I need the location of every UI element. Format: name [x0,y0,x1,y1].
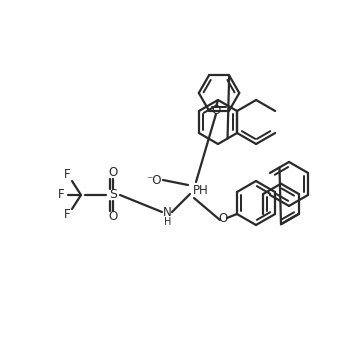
Text: O: O [211,105,220,118]
Text: H: H [164,217,172,227]
Text: PH: PH [193,183,209,196]
Text: O: O [218,212,228,225]
Text: F: F [58,189,64,202]
Text: ⁻O: ⁻O [146,174,162,187]
Text: S: S [109,189,117,202]
Text: F: F [64,168,70,182]
Text: F: F [64,209,70,222]
Text: O: O [108,167,118,180]
Text: O: O [108,210,118,224]
Text: N: N [163,205,171,218]
